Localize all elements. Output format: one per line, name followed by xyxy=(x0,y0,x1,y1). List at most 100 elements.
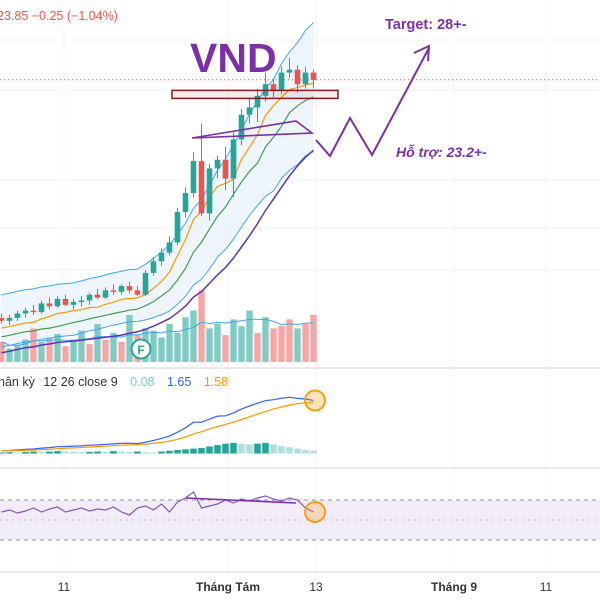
volume-bar xyxy=(262,317,269,362)
macd-signal-value: 1.58 xyxy=(204,375,228,389)
macd-histogram-bar xyxy=(142,452,149,454)
candle-body xyxy=(126,286,133,291)
bollinger-fill xyxy=(1,22,314,347)
moving-average-long xyxy=(1,149,314,354)
macd-signal-line xyxy=(1,401,314,452)
volume-bar xyxy=(30,328,37,362)
macd-histogram-value: 0.08 xyxy=(130,375,154,389)
volume-bar xyxy=(78,330,85,362)
macd-histogram-bar xyxy=(214,445,221,454)
macd-highlight-circle xyxy=(304,389,326,412)
macd-histogram-bar xyxy=(294,448,301,454)
macd-histogram-bar xyxy=(254,443,261,454)
volume-bar xyxy=(198,290,205,362)
macd-histogram-bar xyxy=(182,449,189,454)
macd-histogram-bar xyxy=(238,443,245,454)
volume-bar xyxy=(246,310,253,362)
volume-bar xyxy=(286,319,293,362)
macd-legend: hân kỳ 12 26 close 9 0.08 1.65 1.58 xyxy=(0,375,228,389)
candle-body xyxy=(214,159,221,169)
rsi-band xyxy=(0,499,600,541)
support-zone-box xyxy=(171,89,339,100)
candle-body xyxy=(6,317,13,321)
candle-body xyxy=(158,252,165,262)
macd-histogram-bar xyxy=(94,451,101,454)
candle-body xyxy=(174,211,181,243)
volume-bar xyxy=(222,335,229,362)
candle-body xyxy=(238,114,245,140)
analyst-drawings xyxy=(171,44,431,504)
macd-histogram-bar xyxy=(62,451,69,454)
volume-bar xyxy=(94,323,101,362)
macd-histogram-bar xyxy=(158,451,165,454)
candle-body xyxy=(222,159,229,179)
macd-histogram-bar xyxy=(278,445,285,454)
candle-body xyxy=(286,69,293,73)
volume-bar xyxy=(190,310,197,362)
candle-body xyxy=(62,299,69,305)
macd-histogram-bar xyxy=(46,451,53,454)
macd-histogram-bar xyxy=(102,451,109,454)
macd-histogram-bar xyxy=(78,452,85,454)
candle-body xyxy=(198,161,205,214)
macd-line-value: 1.65 xyxy=(167,375,191,389)
bollinger-upper-line xyxy=(1,22,314,296)
event-marker[interactable]: F xyxy=(130,338,152,360)
volume-bar xyxy=(22,339,29,362)
volume-bar xyxy=(118,341,125,362)
macd-histogram-bar xyxy=(302,450,309,454)
candlesticks[interactable] xyxy=(0,58,317,326)
volume-bar xyxy=(254,332,261,362)
volume-bar xyxy=(270,328,277,362)
event-marker-label: F xyxy=(137,343,144,357)
candle-body xyxy=(182,193,189,212)
volume-bar xyxy=(70,339,77,362)
macd-histogram-bar xyxy=(118,451,125,454)
x-tick-label: 11 xyxy=(540,580,553,594)
macd-histogram-bar xyxy=(86,451,93,454)
projected-path xyxy=(315,47,430,158)
ticker-title: VND xyxy=(190,35,277,81)
macd-histogram-bar xyxy=(6,452,13,454)
macd-histogram-bar xyxy=(222,443,229,454)
volume-bar xyxy=(302,323,309,362)
volume-bar xyxy=(278,326,285,362)
moving-average-mid xyxy=(1,96,314,338)
volume-bar xyxy=(54,334,61,362)
x-tick-label: Tháng 9 xyxy=(431,580,477,594)
volume-bar xyxy=(206,328,213,362)
volume-bar xyxy=(182,317,189,362)
macd-histogram-bar xyxy=(150,452,157,454)
volume-bar xyxy=(46,337,53,362)
macd-histogram-bar xyxy=(22,451,29,454)
candle-body xyxy=(118,286,125,292)
candle-body xyxy=(30,310,37,313)
macd-histogram-bar xyxy=(110,451,117,454)
support-label: Hỗ trợ: 23.2+- xyxy=(396,144,487,160)
candle-body xyxy=(14,313,21,318)
macd-histogram-bar xyxy=(14,452,21,454)
volume-bar xyxy=(110,332,117,362)
macd-histogram-bar xyxy=(0,452,5,454)
candle-body xyxy=(246,107,253,115)
rsi-highlight-circle xyxy=(304,501,326,523)
rsi-divergence-line xyxy=(185,497,297,504)
volume-bar xyxy=(294,328,301,362)
candle-body xyxy=(94,294,101,298)
macd-histogram-bar xyxy=(310,450,317,454)
candle-body xyxy=(230,139,237,179)
candle-body xyxy=(78,300,85,302)
x-tick-label: 13 xyxy=(309,580,323,594)
volume-bar xyxy=(102,339,109,362)
macd-histogram-bar xyxy=(246,444,253,454)
volume-bar xyxy=(62,346,69,362)
macd-histogram-bar xyxy=(126,451,133,454)
candle-body xyxy=(270,84,277,90)
bollinger-lower-line xyxy=(1,151,314,348)
macd-histogram-bar xyxy=(230,442,237,454)
candle-body xyxy=(142,272,149,295)
candle-body xyxy=(38,303,45,313)
x-axis: 11 Tháng Tám 13 Tháng 9 11 xyxy=(58,580,553,594)
candle-body xyxy=(310,72,317,80)
